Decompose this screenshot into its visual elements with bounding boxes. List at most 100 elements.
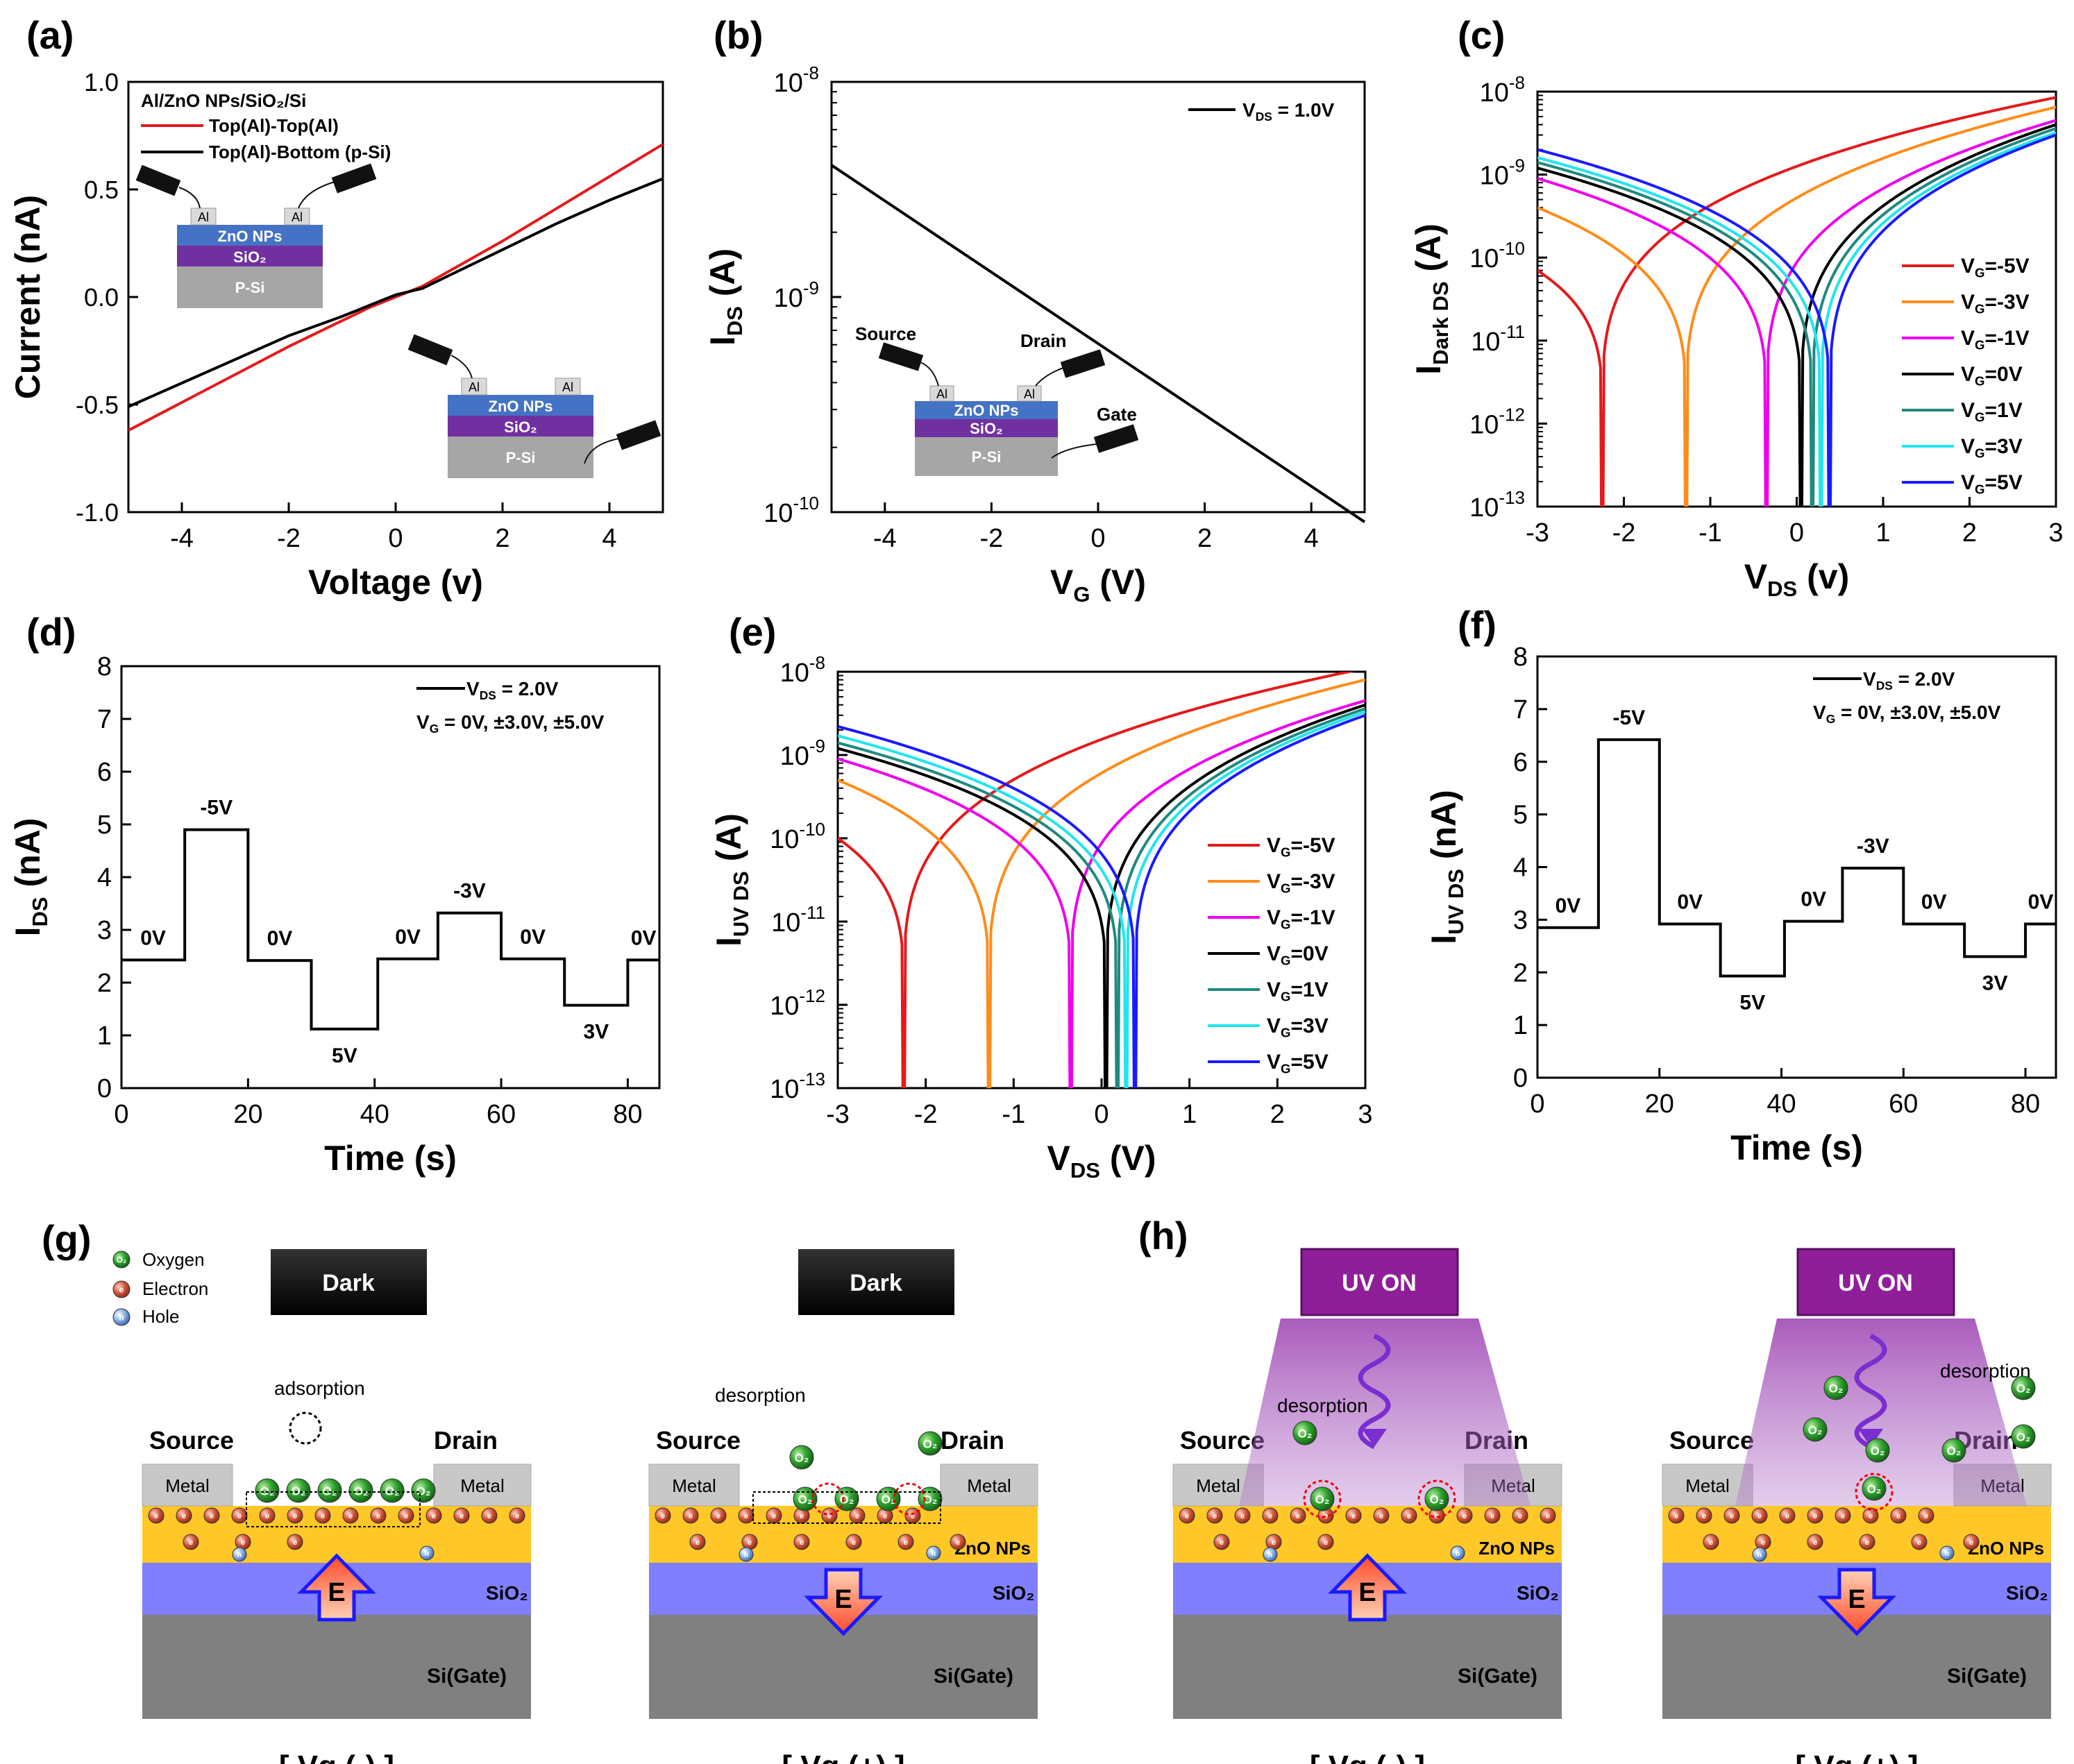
metal-left [648,1464,740,1507]
inset2-zno-label: ZnO NPs [489,398,553,415]
panel-label-g: (g) [42,1217,92,1261]
series-line-2 [838,699,1365,1088]
zno-label: ZnO NPs [954,1538,1031,1559]
o2-symbol: O₂ [1808,1423,1823,1436]
x-tick-label: 2 [1270,1100,1285,1129]
e-symbol: e [956,1538,960,1547]
inset2-sio2-layer [448,416,593,436]
hole [419,1545,435,1561]
hole [232,1547,247,1562]
y-tick-label: -1.0 [76,498,119,527]
electron [1751,1507,1768,1524]
hole [1752,1547,1767,1562]
x-tick-label: 3 [2048,518,2063,548]
panel-label-b: (b) [714,13,764,57]
y-tick-label: 7 [97,705,112,734]
uv-wave [1358,1333,1391,1450]
electron [1213,1534,1230,1550]
h-symbol: h [119,1313,124,1323]
e-symbol: e [695,1538,700,1547]
step-label: -5V [1612,706,1645,729]
inset2-sio2-label: SiO₂ [504,418,537,436]
y-tick-label: 0.0 [84,283,119,312]
uv-box [1300,1248,1459,1316]
step-label: 3V [583,1021,609,1044]
e-symbol: e [293,1538,297,1547]
legend-label: VG=-1V [1961,327,2030,353]
e-symbol: e [265,1512,269,1520]
step-label: 0V [2028,890,2054,913]
si-label: Si(Gate) [1947,1665,2027,1688]
y-tick-label: 2 [97,969,112,998]
e-symbol: e [1220,1538,1224,1547]
o2-symbol: O₂ [1867,1482,1882,1495]
hole [739,1547,754,1562]
chart-f: 0 20 40 60 80 0 1 2 3 4 5 6 7 8 Time (s) IUV DS (nA) 0V -… [1424,643,2057,1167]
electron [1456,1507,1473,1524]
inset-al-right [1017,385,1042,402]
e-symbol: e [1674,1512,1678,1520]
y-tick-label: 10-9 [1480,155,1525,191]
electron [1911,1534,1928,1550]
sio2-label: SiO₂ [2006,1582,2048,1604]
e-symbol: e [1185,1512,1189,1520]
oxygen-molecule [789,1445,814,1470]
x-tick-label: -2 [277,524,301,553]
e-symbol: e [1813,1512,1817,1520]
electron [793,1534,810,1550]
legend-label: VG=-1V [1267,906,1335,932]
x-tick-label: 0 [1094,1100,1108,1129]
inset2-probe-wire [450,355,473,379]
h-symbol: h [1268,1552,1272,1559]
x-tick-label: -2 [1612,518,1636,548]
uv-box-label: UV ON [1342,1270,1417,1296]
metal-right [433,1464,532,1507]
electron [1862,1507,1879,1524]
legend-label: VG=5V [1267,1051,1329,1076]
e-symbol: e [661,1512,665,1520]
inset-psi-layer [177,266,323,308]
h-symbol: h [931,1550,936,1558]
y-axis-label: IUV DS (nA) [1424,790,1468,944]
step-label: 0V [631,926,657,949]
legend-oxygen: Oxygen [142,1249,205,1270]
e-symbol: e [827,1512,832,1520]
field-label: E [834,1585,852,1614]
e-symbol: e [1813,1538,1817,1547]
electron [1512,1507,1528,1524]
legend-label: VG = 0V, ±3.0V, ±5.0V [1813,702,2001,726]
electron [453,1507,470,1524]
e-symbol: e [241,1538,245,1547]
legend-hole: Hole [142,1306,179,1327]
electron [1779,1507,1796,1524]
y-tick-label: 4 [97,863,112,892]
series-line-3 [1537,123,2056,507]
electron [1696,1507,1712,1524]
e-symbol: e [487,1512,491,1520]
o2-symbol: O₂ [260,1484,275,1498]
e-symbol: e [1917,1538,1921,1547]
y-tick-label: 10-8 [780,652,825,688]
electron [1345,1507,1362,1524]
electron [1484,1507,1501,1524]
vacancy [1417,1479,1456,1518]
inset-probe-wire [178,187,201,209]
vacancy [811,1482,845,1516]
oxygen-molecule [380,1478,405,1503]
electron [1290,1507,1306,1524]
e-symbol: e [1518,1512,1522,1520]
inset-zno-label: ZnO NPs [954,402,1019,419]
panel-label-e: (e) [729,610,776,654]
zno-label: ZnO NPs [1968,1538,2044,1559]
y-tick-label: 5 [1513,801,1528,830]
metal-label: Metal [1685,1475,1730,1496]
y-tick-label: 1 [97,1021,112,1051]
x-axis-label: VDS (v) [1744,557,1849,601]
oxygen-molecule [112,1250,130,1269]
e-symbol: e [1924,1512,1928,1520]
field-arrow-down [1817,1568,1896,1636]
inset2-probe [616,420,661,450]
electron [398,1507,414,1524]
inset2-psi-label: P-Si [506,449,536,466]
e-symbol: e [154,1512,158,1520]
